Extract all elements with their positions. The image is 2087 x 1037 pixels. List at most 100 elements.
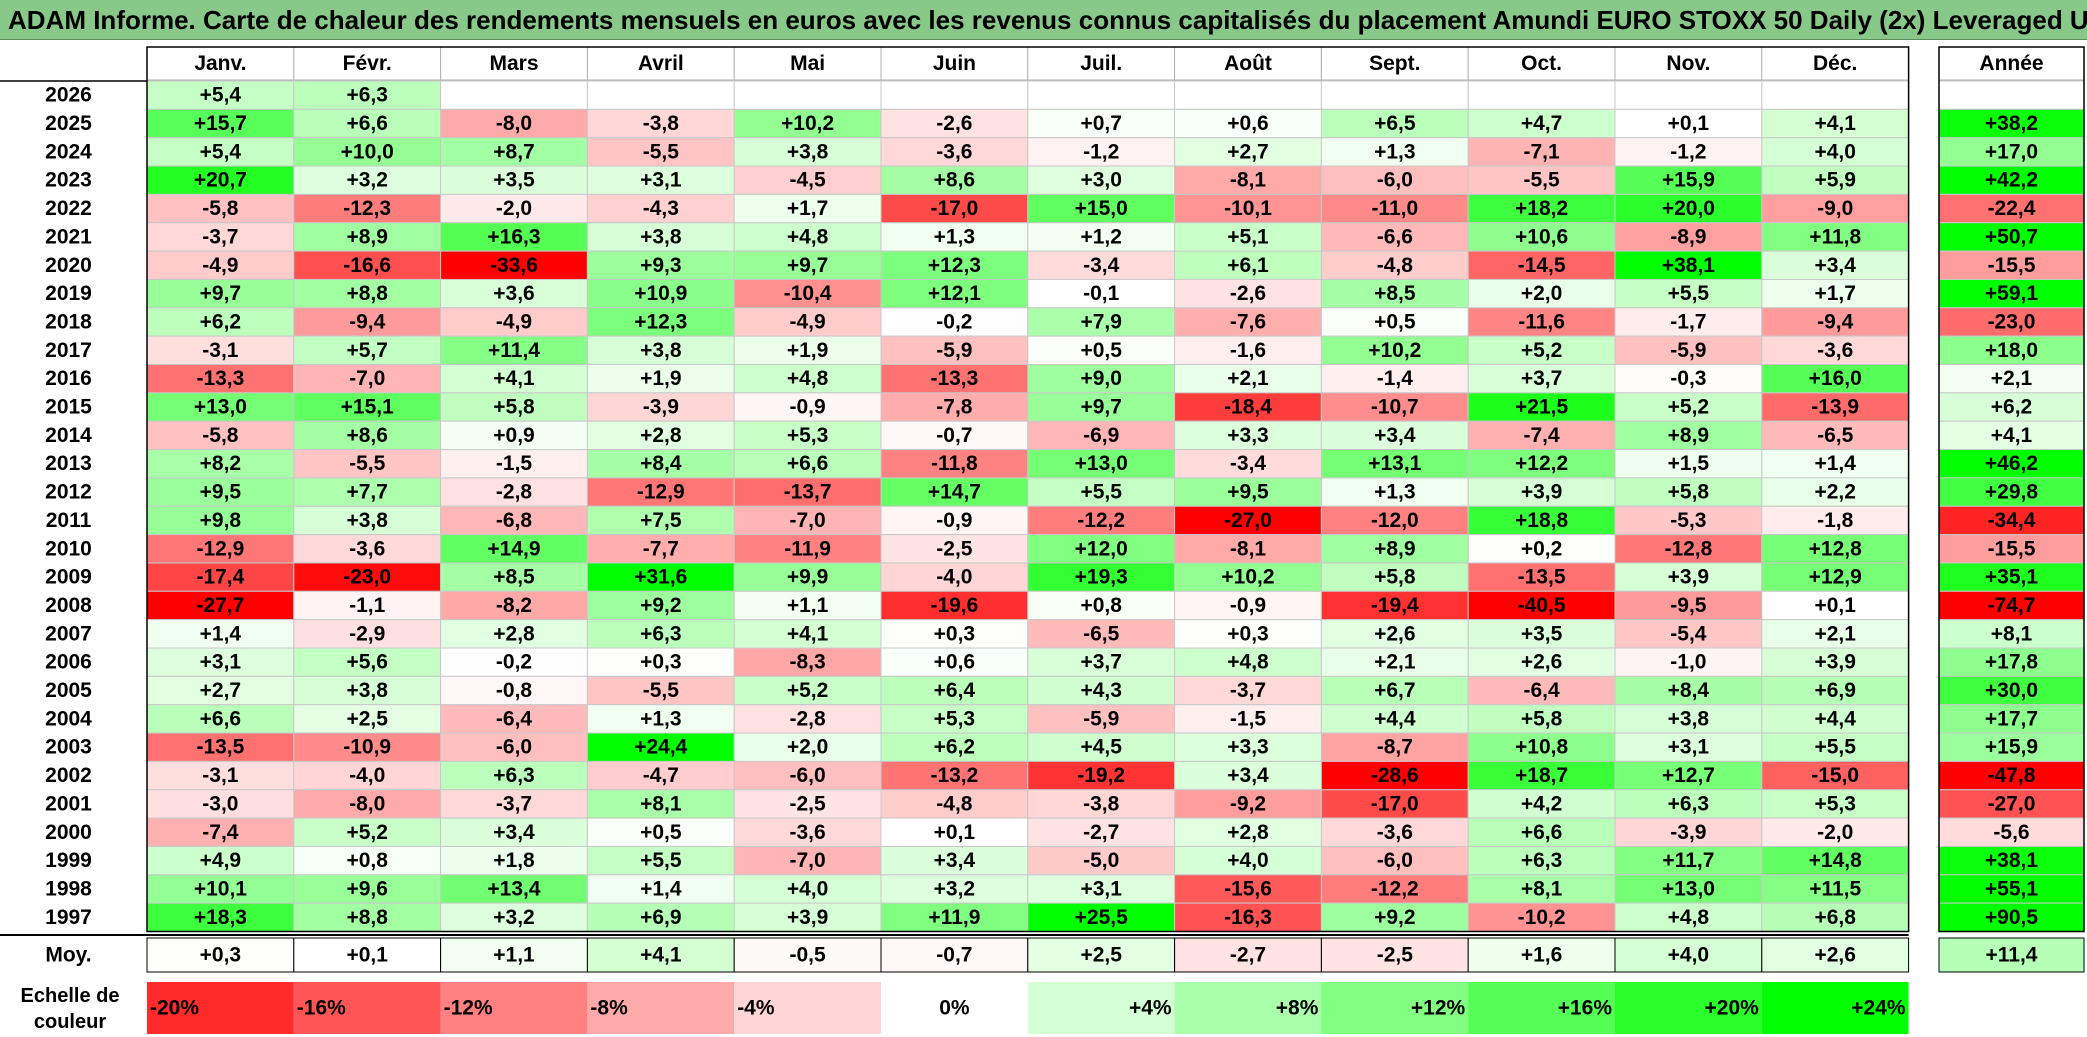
scale-swatch-label: -16% [297,997,346,1020]
cell-value: -6,5 [1817,424,1854,447]
cell-value: -3,7 [202,225,238,248]
month-header: Sept. [1369,52,1420,75]
cell-value: -3,1 [202,339,239,362]
annual-value: +42,2 [1985,169,2038,192]
heatmap-cell [586,732,735,762]
cell-value: -0,9 [790,396,826,419]
cell-value: +12,0 [1075,537,1128,560]
year-label: 2004 [45,707,92,730]
cell-value: +12,3 [634,310,687,333]
cell-value: +18,8 [1515,509,1568,532]
heatmap-cell [1761,590,1910,621]
heatmap-cell [1761,619,1910,649]
cell-value: +2,0 [1521,282,1562,305]
cell-value: -1,2 [1670,140,1706,163]
year-label: 2016 [45,367,92,390]
cell-value: +5,8 [1521,707,1563,730]
heatmap-cell [1320,193,1469,224]
heatmap-cell [440,562,588,592]
cell-value: +9,0 [1080,367,1121,390]
heatmap-cell [1614,278,1763,309]
heatmap-cell [1761,364,1910,394]
cell-value: -3,6 [1817,339,1853,362]
average-cell [1320,937,1469,973]
cell-value: +15,7 [194,112,247,135]
heatmap-cell [293,392,442,422]
heatmap-cell [733,80,882,110]
cell-value: -6,5 [1083,622,1120,645]
scale-swatch [1615,982,1762,1034]
heatmap-cell [586,902,735,933]
heatmap-cell [586,789,735,819]
heatmap-cell [733,193,882,224]
scale-swatch [587,982,735,1034]
cell-value: -5,8 [202,197,239,220]
cell-value: -12,2 [1371,877,1419,900]
heatmap-cell [1614,193,1763,224]
cell-value: -33,6 [490,254,538,277]
heatmap-cell [1467,619,1616,649]
cell-value: +0,6 [1227,112,1268,135]
heatmap-cell [1174,80,1322,110]
heatmap-cell [1614,817,1763,847]
cell-value: -7,8 [936,396,973,419]
heatmap-cell [146,449,295,479]
cell-value: -18,4 [1224,396,1272,419]
average-value: -0,5 [790,944,827,967]
heatmap-cell [733,392,882,422]
annual-cell [1938,590,2085,621]
cell-value: -2,5 [790,792,827,815]
cell-value: +11,4 [488,339,540,362]
heatmap-cell [1614,534,1763,564]
heatmap-cell [293,80,442,110]
cell-value: +14,7 [928,481,981,504]
cell-value: +9,5 [1227,481,1269,504]
annual-cell [1938,845,2085,876]
cell-value: +3,1 [1080,877,1122,900]
cell-value: -1,1 [349,594,386,617]
heatmap-cell [880,108,1029,139]
heatmap-cell [1174,477,1322,507]
cell-value: +4,8 [787,367,829,390]
cell-value: +4,4 [1374,707,1416,730]
cell-value: -11,6 [1518,310,1565,333]
cell-value: +4,1 [787,622,829,645]
heatmap-cell [1320,647,1469,677]
cell-value: -10,4 [784,282,832,305]
cell-value: -6,9 [1083,424,1119,447]
cell-value: -8,2 [496,594,532,617]
heatmap-cell [1614,590,1763,621]
cell-value: +3,4 [1227,764,1269,787]
cell-value: -3,6 [349,537,385,560]
year-label: 2023 [45,169,92,192]
cell-value: -11,8 [931,452,978,475]
cell-value: +7,7 [346,481,387,504]
cell-value: +15,1 [341,396,394,419]
cell-value: -6,8 [496,509,533,532]
cell-value: -19,2 [1077,764,1125,787]
heatmap-cell [880,874,1029,904]
year-label: 2012 [45,481,92,504]
cell-value: +1,1 [787,594,829,617]
cell-value: -17,4 [196,566,244,589]
heatmap-cell [586,193,735,224]
annual-cell [1938,420,2085,451]
cell-value: -4,9 [202,254,238,277]
cell-value: -4,9 [496,310,532,333]
cell-value: -3,4 [1230,452,1267,475]
heatmap-cell [1174,364,1322,394]
cell-value: -2,6 [936,112,972,135]
cell-value: +5,5 [1814,736,1856,759]
heatmap-cell [1320,760,1469,791]
heatmap-cell [293,137,442,167]
cell-value: +5,8 [493,396,535,419]
cell-value: -2,9 [349,622,385,645]
heatmap-cell [1174,647,1322,677]
cell-value: +2,1 [1814,622,1856,645]
cell-value: +3,4 [493,821,535,844]
year-label: 2024 [45,140,92,163]
heatmap-cell [146,534,295,564]
cell-value: +8,7 [493,140,534,163]
heatmap-cell [1614,165,1763,195]
cell-value: -7,0 [790,509,826,532]
